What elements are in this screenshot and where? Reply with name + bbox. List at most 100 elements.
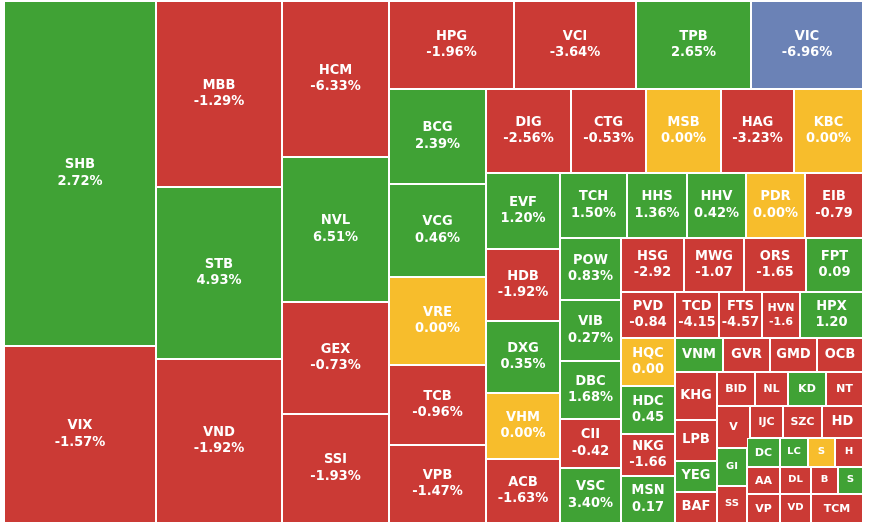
tile-gex-7[interactable]: GEX -0.73% xyxy=(282,302,389,414)
tile-yeg-65[interactable]: YEG xyxy=(675,461,717,492)
tile-ctg-19[interactable]: CTG -0.53% xyxy=(571,89,646,173)
tile-vp-77[interactable]: VP xyxy=(747,494,780,523)
tile-dbc-35[interactable]: DBC 1.68% xyxy=(560,361,621,419)
tile-fpt-41[interactable]: FPT 0.09 xyxy=(806,238,863,292)
tile-eib-32[interactable]: EIB -0.79 xyxy=(805,173,863,238)
tile-pdr-31[interactable]: PDR 0.00% xyxy=(746,173,805,238)
tile-bcg-13[interactable]: BCG 2.39% xyxy=(389,89,486,184)
tile-vre-15[interactable]: VRE 0.00% xyxy=(389,277,486,365)
tile-symbol: VD xyxy=(787,502,804,514)
tile-vsc-37[interactable]: VSC 3.40% xyxy=(560,468,621,523)
tile-symbol: LPB xyxy=(682,432,710,448)
tile-symbol: HPX xyxy=(816,298,847,314)
tile-msn-50[interactable]: MSN 0.17 xyxy=(621,476,675,523)
tile-symbol: OCB xyxy=(824,346,856,362)
tile-vci-10[interactable]: VCI -3.64% xyxy=(514,1,636,89)
tile-khg-55[interactable]: KHG xyxy=(675,372,717,420)
tile-pvd-42[interactable]: PVD -0.84 xyxy=(621,292,675,338)
tile-symbol: TCM xyxy=(823,501,851,515)
tile-shb-0[interactable]: SHB 2.72% xyxy=(4,1,156,346)
tile-msb-20[interactable]: MSB 0.00% xyxy=(646,89,721,173)
tile-ss-76[interactable]: SS xyxy=(717,486,747,523)
tile-kd-58[interactable]: KD xyxy=(788,372,826,406)
tile-change: 0.46% xyxy=(414,230,461,246)
tile-hpx-46[interactable]: HPX 1.20 xyxy=(800,292,863,338)
tile-gmd-53[interactable]: GMD xyxy=(770,338,817,372)
tile-ors-40[interactable]: ORS -1.65 xyxy=(744,238,806,292)
tile-vix-1[interactable]: VIX -1.57% xyxy=(4,346,156,523)
tile-v-61[interactable]: V xyxy=(717,406,750,448)
tile-change: -3.64% xyxy=(549,45,601,60)
tile-symbol: VIX xyxy=(67,418,93,434)
tile-dig-18[interactable]: DIG -2.56% xyxy=(486,89,571,173)
tile-pow-33[interactable]: POW 0.83% xyxy=(560,238,621,300)
tile-dxg-25[interactable]: DXG 0.35% xyxy=(486,321,560,393)
tile-mbb-2[interactable]: MBB -1.29% xyxy=(156,1,282,187)
tile-vd-78[interactable]: VD xyxy=(780,494,811,523)
tile-aa-71[interactable]: AA xyxy=(747,467,780,494)
tile-hpg-9[interactable]: HPG -1.96% xyxy=(389,1,514,89)
tile-lpb-60[interactable]: LPB xyxy=(675,420,717,461)
tile-hhv-30[interactable]: HHV 0.42% xyxy=(687,173,746,238)
tile-vpb-17[interactable]: VPB -1.47% xyxy=(389,445,486,523)
tile-hsg-38[interactable]: HSG -2.92 xyxy=(621,238,684,292)
tile-lc-68[interactable]: LC xyxy=(780,438,808,467)
tile-baf-75[interactable]: BAF xyxy=(675,492,717,523)
tile-hcm-5[interactable]: HCM -6.33% xyxy=(282,1,389,157)
tile-mwg-39[interactable]: MWG -1.07 xyxy=(684,238,744,292)
tile-symbol: GMD xyxy=(776,346,811,362)
tile-vnm-51[interactable]: VNM xyxy=(675,338,723,372)
tile-symbol: KD xyxy=(798,382,816,396)
tile-symbol: VNM xyxy=(682,346,716,362)
tile-h-70[interactable]: H xyxy=(835,438,863,467)
tile-dc-67[interactable]: DC xyxy=(747,438,780,467)
tile-b-73[interactable]: B xyxy=(811,467,838,494)
tile-gi-66[interactable]: GI xyxy=(717,448,747,486)
tile-vib-34[interactable]: VIB 0.27% xyxy=(560,300,621,361)
tile-nvl-6[interactable]: NVL 6.51% xyxy=(282,157,389,302)
tile-hhs-29[interactable]: HHS 1.36% xyxy=(627,173,687,238)
tile-hag-21[interactable]: HAG -3.23% xyxy=(721,89,794,173)
tile-change: -0.79 xyxy=(815,205,853,221)
tile-change: 0.00% xyxy=(414,321,461,336)
tile-nt-59[interactable]: NT xyxy=(826,372,863,406)
tile-s-74[interactable]: S xyxy=(838,467,863,494)
tile-ssi-8[interactable]: SSI -1.93% xyxy=(282,414,389,523)
tile-vcg-14[interactable]: VCG 0.46% xyxy=(389,184,486,277)
tile-vic-12[interactable]: VIC -6.96% xyxy=(751,1,863,89)
tile-cii-36[interactable]: CII -0.42 xyxy=(560,419,621,468)
tile-szc-63[interactable]: SZC xyxy=(783,406,822,438)
tile-symbol: HVN xyxy=(767,301,795,315)
tile-fts-44[interactable]: FTS -4.57 xyxy=(719,292,762,338)
tile-nl-57[interactable]: NL xyxy=(755,372,788,406)
tile-vhm-26[interactable]: VHM 0.00% xyxy=(486,393,560,459)
tile-hdc-48[interactable]: HDC 0.45 xyxy=(621,386,675,434)
tile-tch-28[interactable]: TCH 1.50% xyxy=(560,173,627,238)
tile-hd-64[interactable]: HD xyxy=(822,406,863,438)
tile-gvr-52[interactable]: GVR xyxy=(723,338,770,372)
tile-symbol: DC xyxy=(754,445,773,459)
tile-bid-56[interactable]: BID xyxy=(717,372,755,406)
tile-tcb-16[interactable]: TCB -0.96% xyxy=(389,365,486,445)
tile-s-69[interactable]: S xyxy=(808,438,835,467)
tile-dl-72[interactable]: DL xyxy=(780,467,811,494)
tile-change: 4.93% xyxy=(196,273,242,288)
tile-acb-27[interactable]: ACB -1.63% xyxy=(486,459,560,523)
tile-hqc-47[interactable]: HQC 0.00 xyxy=(621,338,675,386)
tile-vnd-4[interactable]: VND -1.92% xyxy=(156,359,282,523)
tile-nkg-49[interactable]: NKG -1.66 xyxy=(621,434,675,476)
tile-evf-23[interactable]: EVF 1.20% xyxy=(486,173,560,249)
tile-stb-3[interactable]: STB 4.93% xyxy=(156,187,282,359)
tile-tcd-43[interactable]: TCD -4.15 xyxy=(675,292,719,338)
tile-symbol: AA xyxy=(754,473,773,487)
tile-hdb-24[interactable]: HDB -1.92% xyxy=(486,249,560,321)
tile-symbol: VCI xyxy=(562,28,588,44)
tile-kbc-22[interactable]: KBC 0.00% xyxy=(794,89,863,173)
tile-change: 0.42% xyxy=(693,205,740,221)
tile-hvn-45[interactable]: HVN -1.6 xyxy=(762,292,800,338)
tile-tpb-11[interactable]: TPB 2.65% xyxy=(636,1,751,89)
tile-tcm-79[interactable]: TCM xyxy=(811,494,863,523)
tile-symbol: DIG xyxy=(515,114,542,130)
tile-ijc-62[interactable]: IJC xyxy=(750,406,783,438)
tile-ocb-54[interactable]: OCB xyxy=(817,338,863,372)
